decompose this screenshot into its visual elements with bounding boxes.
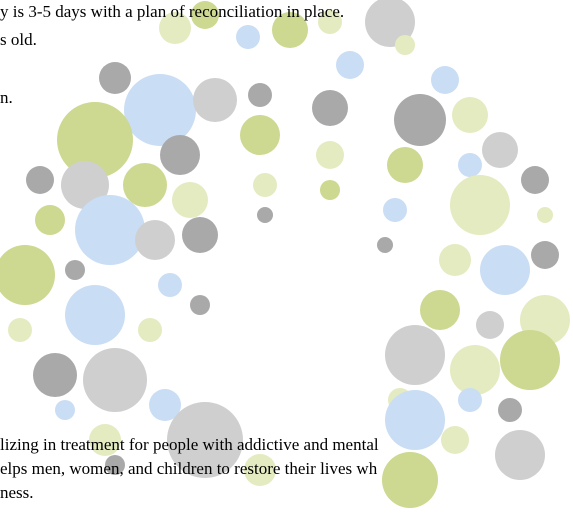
decor-circle xyxy=(439,244,471,276)
decor-circle xyxy=(420,290,460,330)
decor-circle xyxy=(160,135,200,175)
decor-circle xyxy=(452,97,488,133)
decor-circle xyxy=(431,66,459,94)
decor-circle xyxy=(55,400,75,420)
decor-circle xyxy=(476,311,504,339)
decor-circle xyxy=(65,285,125,345)
decor-circle xyxy=(193,78,237,122)
decor-circle xyxy=(500,330,560,390)
decor-circle xyxy=(190,295,210,315)
decor-circle xyxy=(26,166,54,194)
decor-circle xyxy=(83,348,147,412)
decor-circle xyxy=(253,173,277,197)
decor-circle xyxy=(8,318,32,342)
decor-circle xyxy=(450,345,500,395)
text-line: n. xyxy=(0,88,13,108)
decor-circle xyxy=(458,388,482,412)
text-line: y is 3-5 days with a plan of reconciliat… xyxy=(0,2,344,22)
decor-circle xyxy=(521,166,549,194)
decor-circle xyxy=(172,182,208,218)
decor-circle xyxy=(537,207,553,223)
decor-circle xyxy=(395,35,415,55)
decor-circle xyxy=(236,25,260,49)
decor-circle xyxy=(495,430,545,480)
decor-circle xyxy=(0,245,55,305)
decor-circle xyxy=(394,94,446,146)
decor-circle xyxy=(385,325,445,385)
decor-circle xyxy=(124,74,196,146)
decor-circle xyxy=(240,115,280,155)
decor-circle xyxy=(450,175,510,235)
decor-circle xyxy=(377,237,393,253)
text-line: elps men, women, and children to restore… xyxy=(0,459,377,479)
decor-circle xyxy=(531,241,559,269)
decor-circle xyxy=(312,90,348,126)
decor-circle xyxy=(382,452,438,508)
decor-circle xyxy=(387,147,423,183)
text-line: s old. xyxy=(0,30,37,50)
decor-circle xyxy=(138,318,162,342)
decor-circle xyxy=(336,51,364,79)
decor-circle xyxy=(33,353,77,397)
decor-circle xyxy=(482,132,518,168)
decor-circle xyxy=(65,260,85,280)
decor-circle xyxy=(99,62,131,94)
decor-circle xyxy=(182,217,218,253)
decor-circle xyxy=(383,198,407,222)
decor-circle xyxy=(35,205,65,235)
decor-circle xyxy=(135,220,175,260)
decor-circle xyxy=(123,163,167,207)
decor-circle xyxy=(158,273,182,297)
decor-circle xyxy=(248,83,272,107)
decor-circle xyxy=(257,207,273,223)
page: y is 3-5 days with a plan of reconciliat… xyxy=(0,0,573,529)
decor-circle xyxy=(441,426,469,454)
decor-circle xyxy=(458,153,482,177)
text-line: ness. xyxy=(0,483,34,503)
decor-circle xyxy=(316,141,344,169)
text-line: lizing in treatment for people with addi… xyxy=(0,435,379,455)
decor-circle xyxy=(320,180,340,200)
decor-circle xyxy=(480,245,530,295)
decor-circle xyxy=(75,195,145,265)
decor-circle xyxy=(385,390,445,450)
decor-circle xyxy=(498,398,522,422)
